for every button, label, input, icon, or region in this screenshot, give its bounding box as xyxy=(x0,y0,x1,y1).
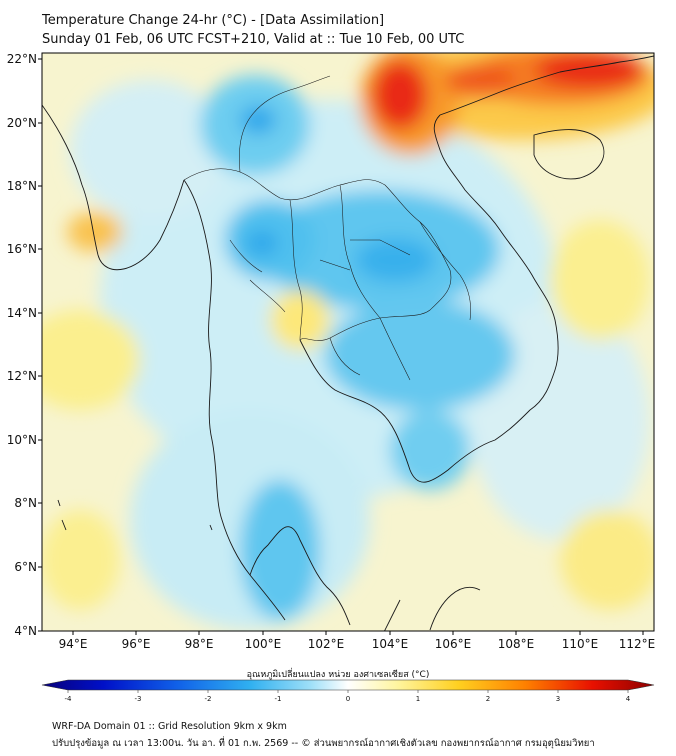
lon-label: 106°E xyxy=(435,637,472,651)
colorbar-gradient xyxy=(41,679,655,691)
lon-label: 100°E xyxy=(245,637,282,651)
colorbar-tick: -2 xyxy=(205,695,212,703)
lon-label: 104°E xyxy=(372,637,409,651)
colorbar-tick: 0 xyxy=(346,695,350,703)
latitude-labels: 22°N 20°N 18°N 16°N 14°N 12°N 10°N 8°N 6… xyxy=(7,52,37,638)
model-info: WRF-DA Domain 01 :: Grid Resolution 9km … xyxy=(52,721,287,732)
map-title: Temperature Change 24-hr (°C) - [Data As… xyxy=(42,13,385,28)
axis-ticks xyxy=(38,58,644,635)
lat-label: 20°N xyxy=(7,116,37,130)
lat-label: 16°N xyxy=(7,242,37,256)
colorbar-label: อุณหภูมิเปลี่ยนแปลง หน่วย องศาเซลเซียส (… xyxy=(246,670,430,680)
colorbar-tick: 3 xyxy=(556,695,560,703)
lat-label: 22°N xyxy=(7,52,37,66)
colorbar-tick: -3 xyxy=(135,695,142,703)
longitude-labels: 94°E 96°E 98°E 100°E 102°E 104°E 106°E 1… xyxy=(59,637,656,651)
colorbar-tick: -4 xyxy=(65,695,73,703)
colorbar-tick: 1 xyxy=(416,695,420,703)
lat-label: 6°N xyxy=(14,560,37,574)
lat-label: 14°N xyxy=(7,306,37,320)
colorbar-tick: -1 xyxy=(275,695,282,703)
lon-label: 112°E xyxy=(619,637,656,651)
lon-label: 96°E xyxy=(122,637,151,651)
lat-label: 10°N xyxy=(7,433,37,447)
lat-label: 4°N xyxy=(14,624,37,638)
colorbar-tick: 2 xyxy=(486,695,490,703)
lon-label: 98°E xyxy=(185,637,214,651)
map-subtitle: Sunday 01 Feb, 06 UTC FCST+210, Valid at… xyxy=(42,32,465,47)
lat-label: 8°N xyxy=(14,496,37,510)
colorbar-tick: 4 xyxy=(626,695,631,703)
admin-boundaries xyxy=(183,75,471,381)
colorbar: -4 -3 -2 -1 0 1 2 3 4 xyxy=(41,679,655,703)
update-credit: ปรับปรุงข้อมูล ณ เวลา 13:00น. วัน อา. ที… xyxy=(52,738,595,749)
lat-label: 18°N xyxy=(7,179,37,193)
lon-label: 110°E xyxy=(562,637,599,651)
temperature-field xyxy=(42,53,654,631)
lon-label: 108°E xyxy=(498,637,535,651)
lat-label: 12°N xyxy=(7,369,37,383)
lon-label: 94°E xyxy=(59,637,88,651)
coastlines xyxy=(42,55,654,631)
lon-label: 102°E xyxy=(308,637,345,651)
